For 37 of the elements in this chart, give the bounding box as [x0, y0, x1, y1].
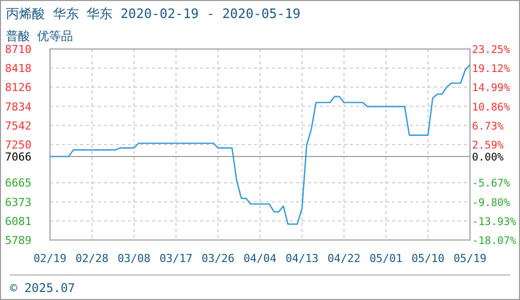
y-tick-label: 6373 [5, 196, 32, 209]
y2-tick-label: -5.67% [472, 178, 511, 190]
y2-tick-label: 19.12% [472, 63, 511, 76]
chart-subtitle: 普酸 优等品 [6, 29, 74, 43]
y2-tick-label: 0.00% [472, 151, 504, 164]
y2-tick-label: -13.93% [472, 216, 517, 228]
y2-tick-label: 2.59% [472, 140, 504, 152]
x-tick-label: 03/17 [159, 252, 193, 265]
x-tick-label: 04/13 [285, 252, 319, 265]
y-tick-label: 6665 [5, 176, 32, 190]
y-tick-label: 5789 [5, 234, 32, 247]
y-tick-label: 7250 [5, 138, 32, 152]
y-tick-label: 8418 [5, 62, 32, 76]
y-tick-label: 7834 [5, 100, 32, 114]
x-tick-label: 05/01 [369, 252, 403, 265]
x-tick-label: 03/08 [117, 252, 151, 265]
line-series [49, 64, 471, 225]
y2-tick-label: 10.86% [472, 101, 511, 114]
text: © 2025.07 [10, 281, 76, 295]
y-tick-label: 6081 [5, 214, 32, 228]
x-tick-label: 05/10 [411, 252, 445, 265]
x-tick-label: 02/28 [75, 252, 109, 265]
x-tick-label: 04/04 [243, 252, 277, 265]
y2-tick-label: 6.73% [472, 120, 504, 132]
y2-tick-label: 23.25% [472, 44, 511, 56]
x-tick-label: 04/22 [327, 252, 361, 265]
y-tick-label: 7066 [5, 150, 32, 164]
y2-tick-label: -18.07% [472, 235, 517, 247]
y-tick-label: 8126 [5, 81, 32, 94]
y-tick-label: 8710 [5, 43, 32, 56]
y2-tick-label: 14.99% [472, 82, 511, 94]
x-tick-label: 05/19 [453, 252, 487, 265]
x-tick-label: 02/19 [33, 252, 67, 265]
y-tick-label: 7542 [5, 119, 32, 132]
chart-title: 丙烯酸 华东 华东 2020-02-19 - 2020-05-19 [6, 7, 300, 22]
x-tick-label: 03/26 [201, 252, 235, 265]
y2-tick-label: -9.80% [472, 196, 511, 209]
